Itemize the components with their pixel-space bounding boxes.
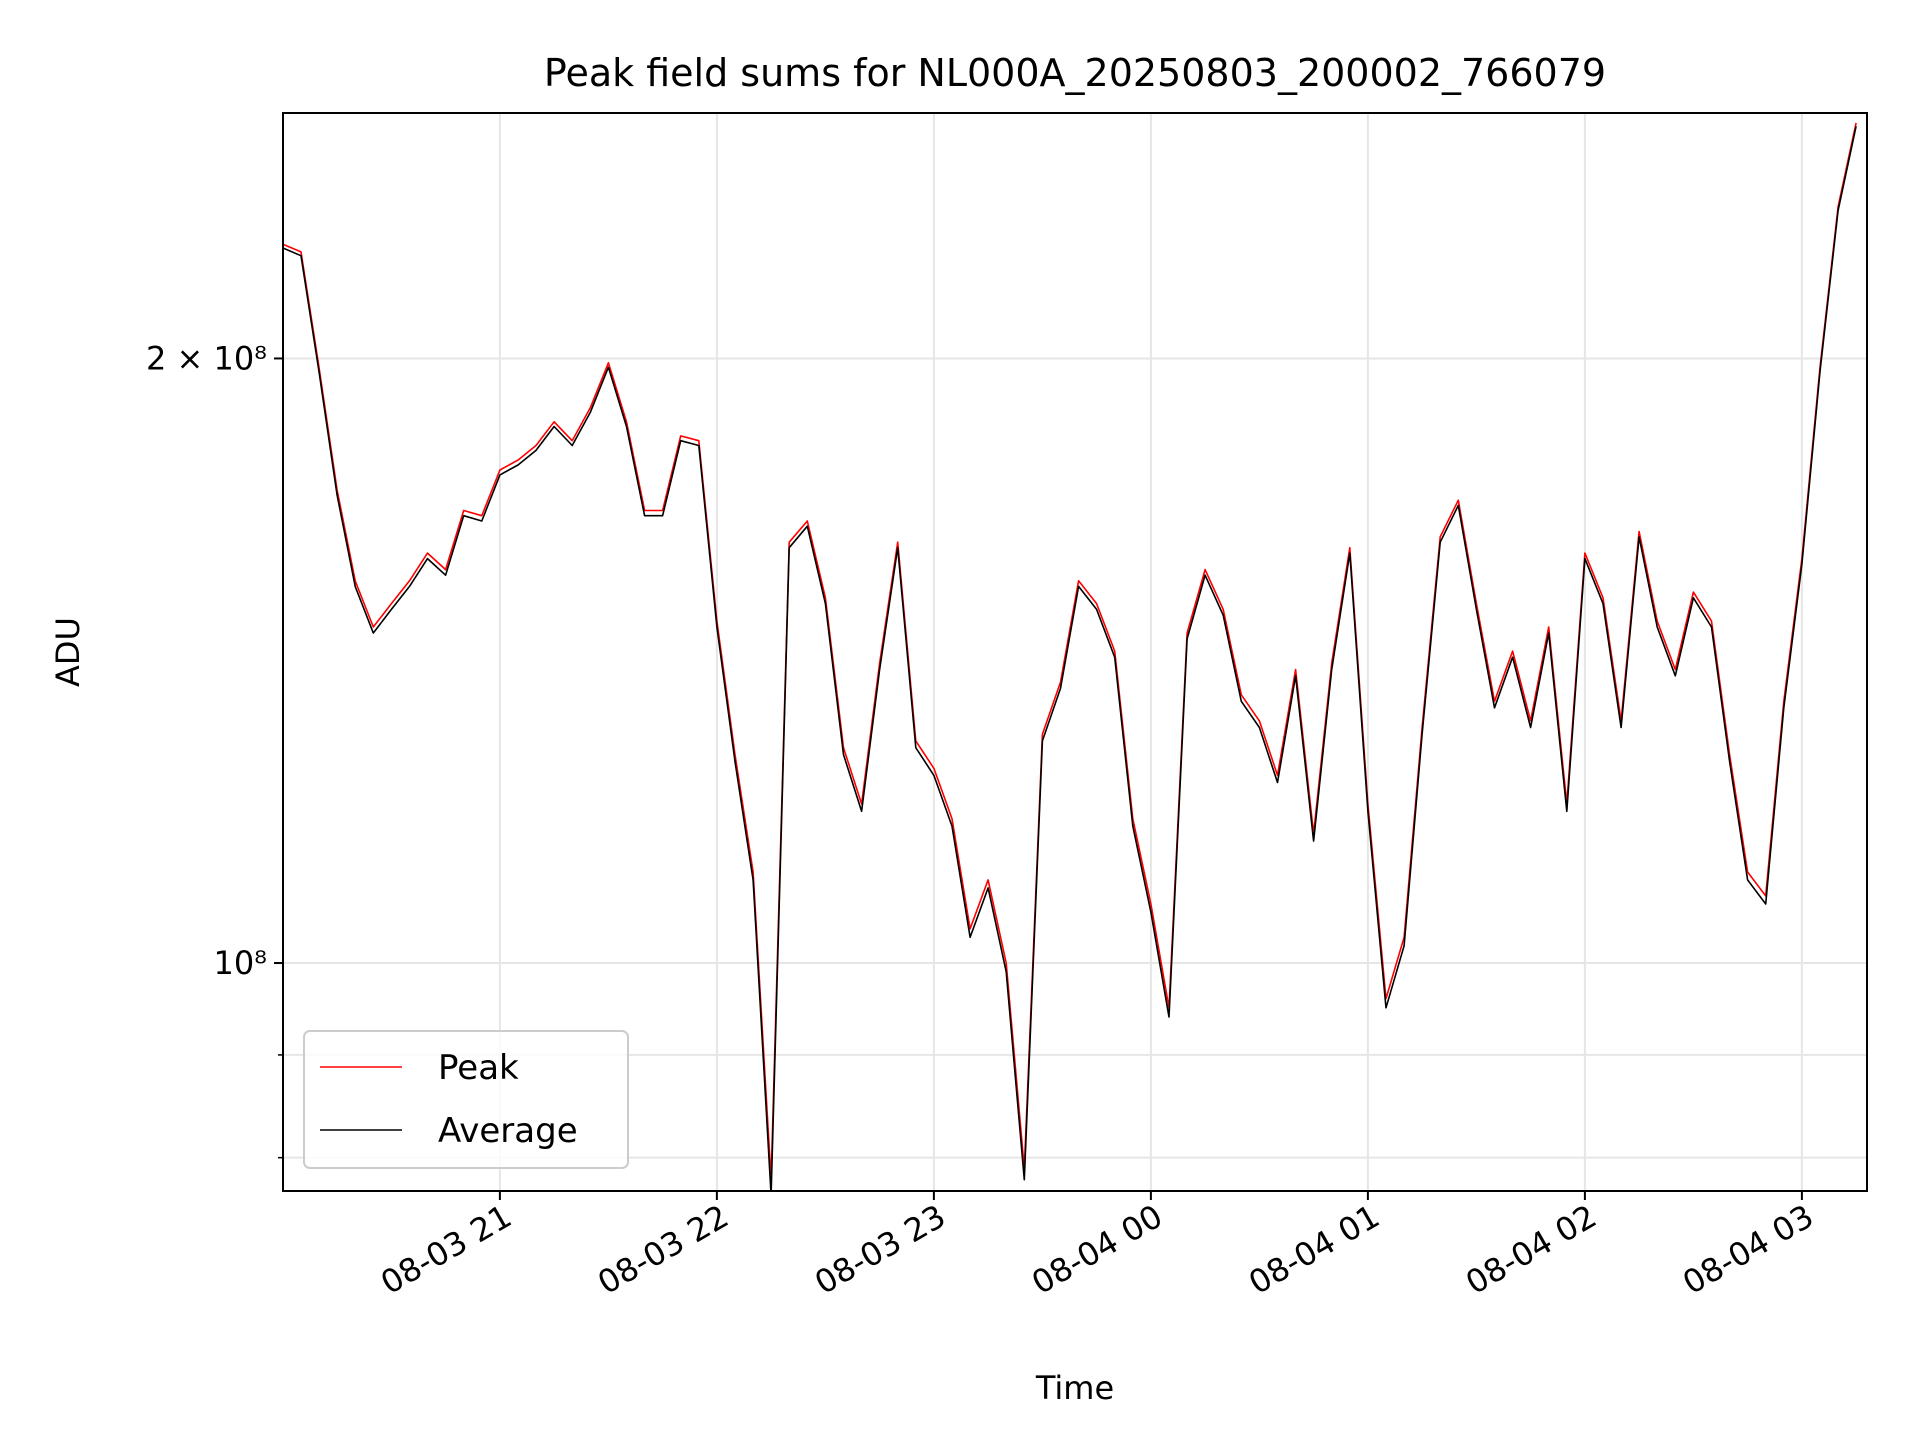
legend-box [303,1030,629,1169]
legend-label-average: Average [438,1111,578,1151]
chart-title: Peak field sums for NL000A_20250803_2000… [544,51,1606,95]
series-layer [283,122,1857,1191]
y-tick-label: 10⁸ [213,944,267,982]
plot-frame [282,112,1868,1192]
y-tick-label: 2 × 10⁸ [146,339,267,377]
series-line-average [283,126,1857,1191]
x-axis-label: Time [1035,1369,1114,1407]
series-line-peak [283,122,1857,1181]
y-axis-label: ADU [49,617,87,687]
legend: Peak Average [303,1030,629,1169]
legend-label-peak: Peak [438,1048,519,1088]
